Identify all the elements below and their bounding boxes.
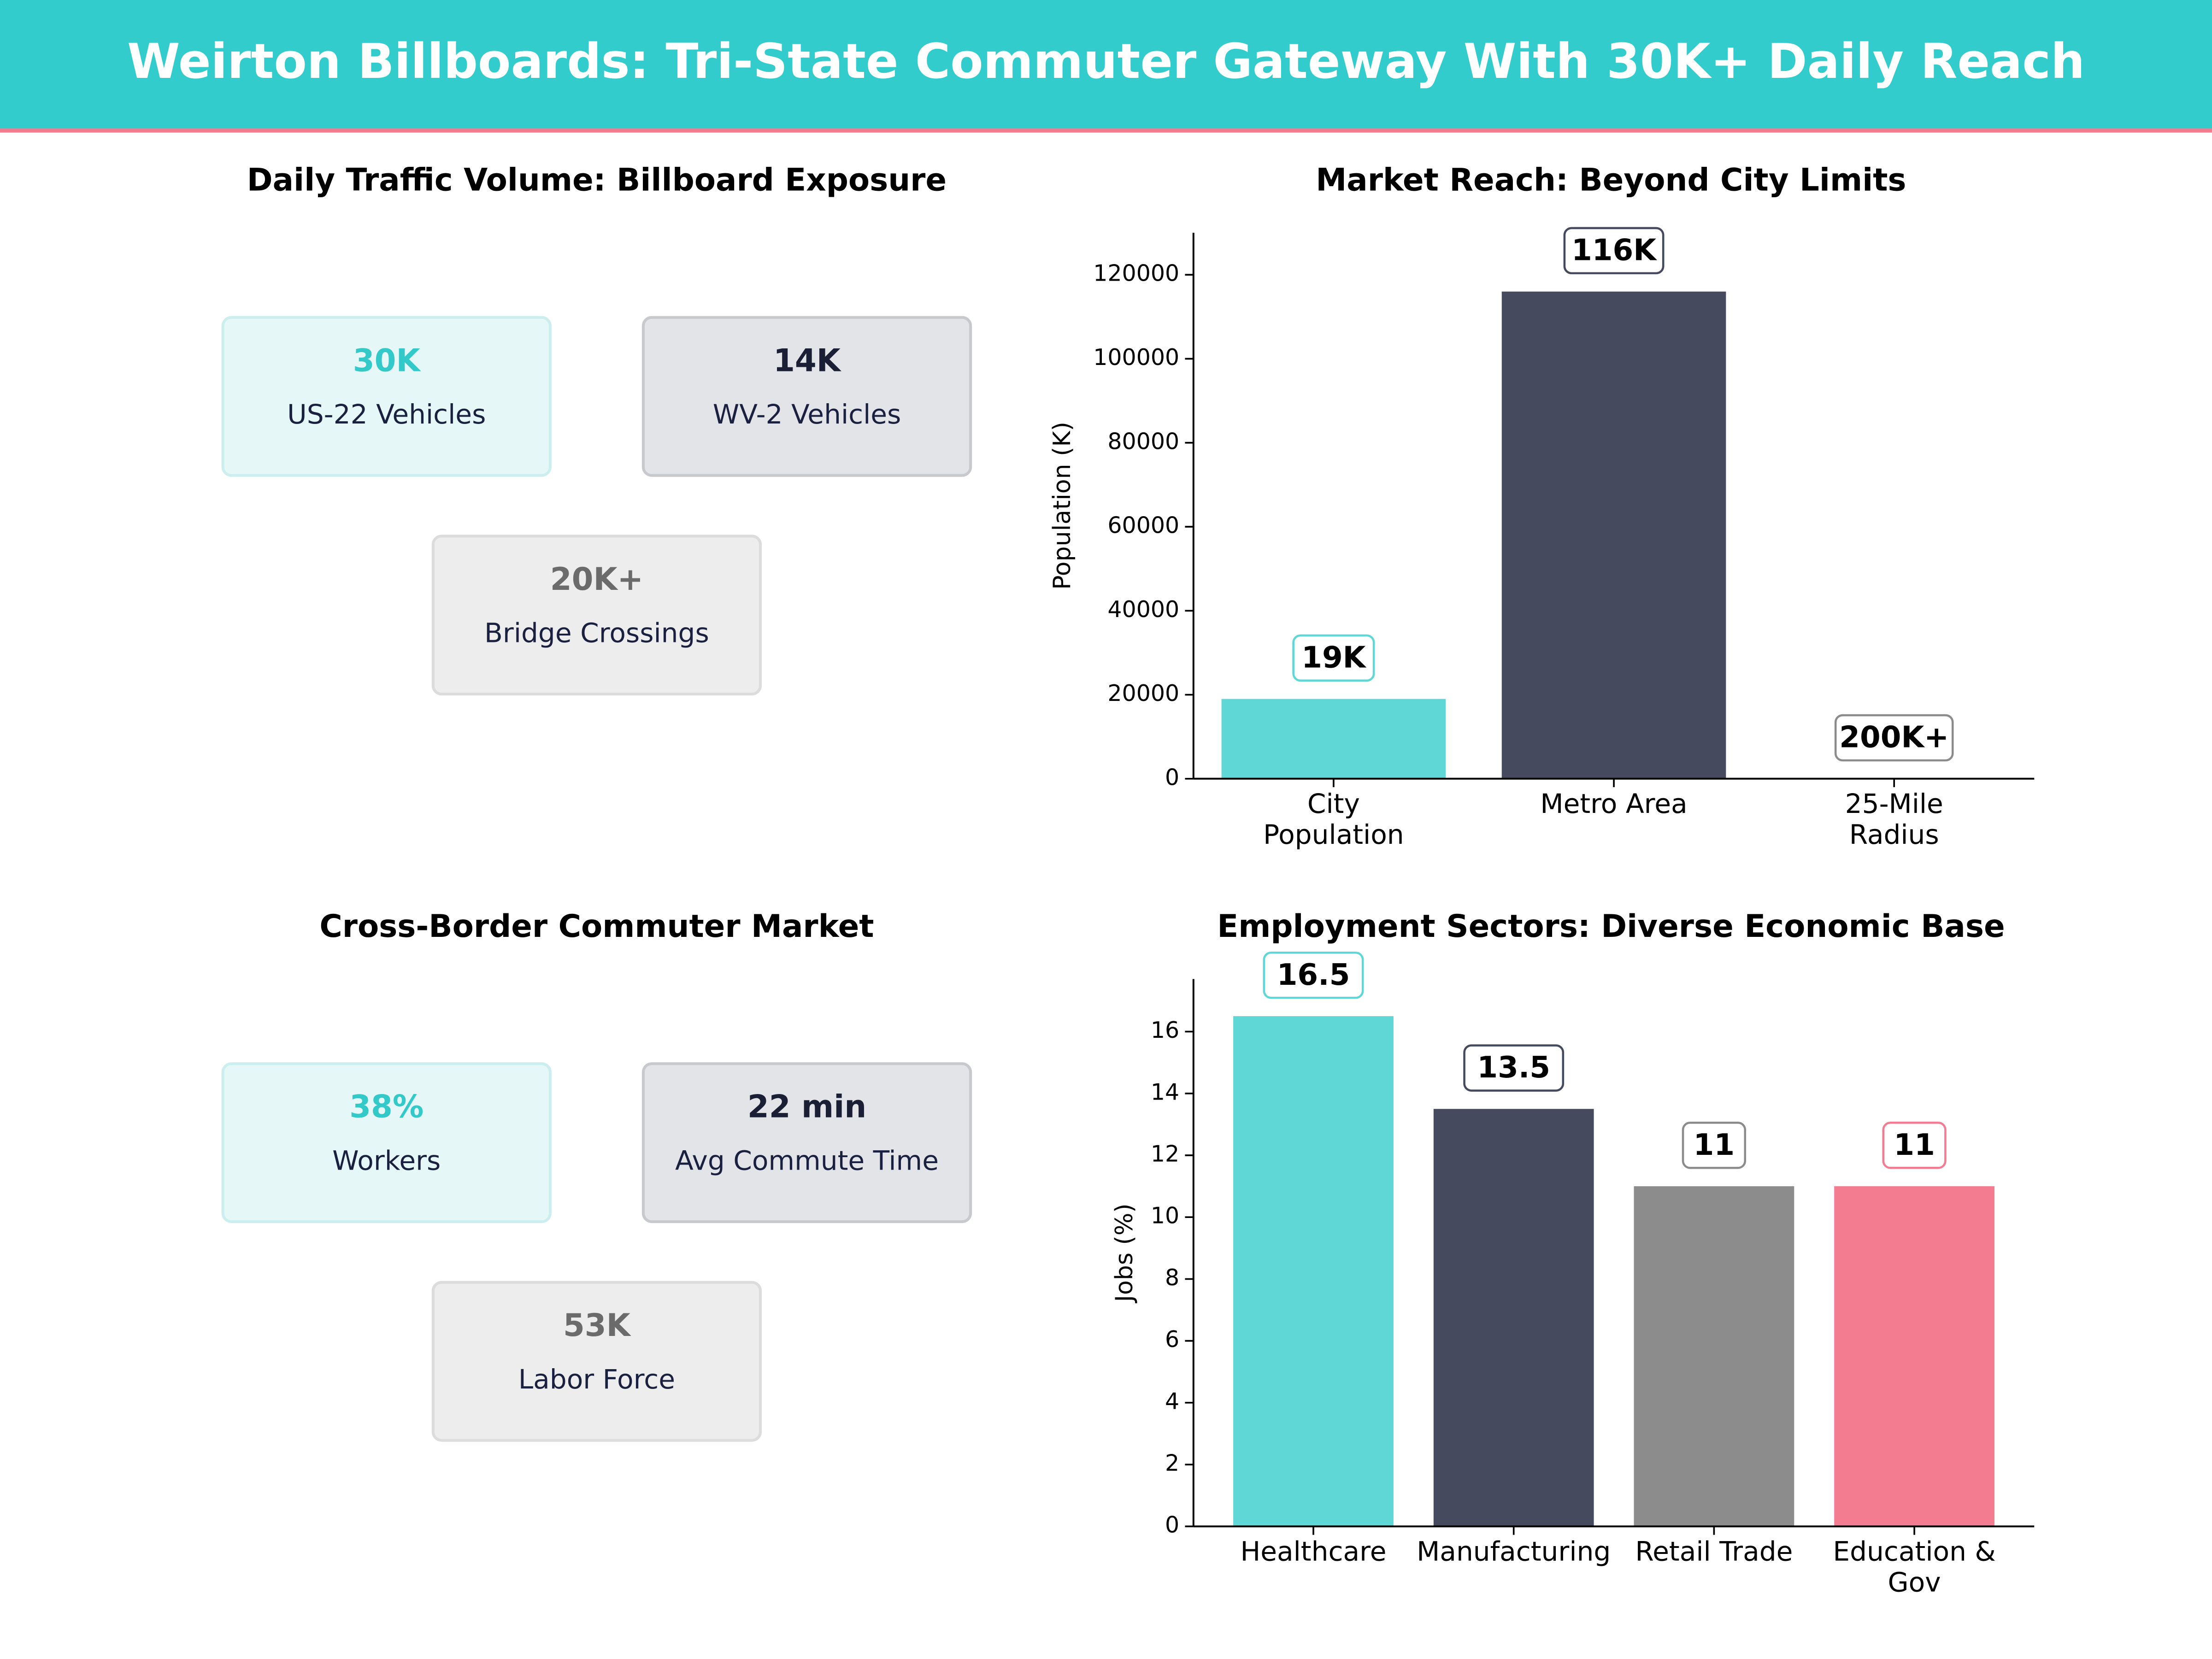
y-tick-label: 0 [1165,1512,1179,1538]
kpi-label: Labor Force [518,1364,675,1395]
value-label-box [1263,951,1364,999]
value-label-box [1834,714,1954,762]
value-label: 16.5 [1277,958,1350,992]
bar [1501,291,1726,779]
chart-title: Employment Sectors: Diverse Economic Bas… [1217,908,2005,944]
kpi-value: 38% [349,1088,424,1125]
value-label: 116K [1571,233,1657,268]
y-tick-label: 16 [1151,1017,1179,1043]
y-tick-label: 0 [1165,764,1179,790]
y-tick-label: 80000 [1107,428,1179,454]
header-rule [0,128,2212,133]
value-label: 11 [1894,1128,1935,1162]
x-tick-label: Healthcare [1241,1536,1387,1567]
x-tick-label: Manufacturing [1417,1536,1611,1567]
kpi-label: WV-2 Vehicles [713,399,901,430]
y-axis-label: Jobs (%) [1111,1203,1138,1303]
x-tick-label: Education & Gov [1833,1536,1995,1598]
y-axis-label: Population (K) [1048,422,1076,590]
kpi-card [641,316,972,477]
kpi-card [221,316,552,477]
value-label: 11 [1694,1128,1735,1162]
value-label-box [1682,1122,1747,1169]
kpi-value: 20K+ [550,561,643,597]
value-label: 13.5 [1477,1050,1550,1085]
kpi-label: Workers [332,1145,441,1177]
kpi-value: 22 min [747,1088,866,1125]
kpi-card [641,1062,972,1224]
y-tick-label: 6 [1165,1326,1179,1353]
y-tick-label: 100000 [1093,344,1179,371]
panel-title: Cross-Border Commuter Market [319,908,874,944]
kpi-value: 14K [773,342,842,378]
value-label-box [1882,1122,1947,1169]
kpi-card [431,535,762,696]
y-tick-label: 4 [1165,1388,1179,1414]
panel-title: Daily Traffic Volume: Billboard Exposure [247,161,947,198]
bar [1834,1186,1994,1527]
header-bar [0,0,2212,130]
x-tick-label: City Population [1263,788,1404,850]
kpi-value: 30K [353,342,422,378]
y-tick-label: 120000 [1093,260,1179,287]
kpi-card [431,1281,762,1442]
bar [1233,1016,1394,1527]
kpi-label: US-22 Vehicles [287,399,486,430]
y-tick-label: 14 [1151,1079,1179,1105]
kpi-card [221,1062,552,1224]
x-tick-label: 25-Mile Radius [1845,788,1943,850]
kpi-value: 53K [563,1307,632,1343]
bar [1634,1186,1794,1527]
value-label-box [1292,634,1375,682]
value-label: 19K [1301,640,1366,675]
bar [1433,1109,1594,1527]
header-title: Weirton Billboards: Tri-State Commuter G… [127,33,2085,89]
y-tick-label: 2 [1165,1450,1179,1477]
y-tick-label: 60000 [1107,512,1179,539]
bar [1221,699,1446,779]
x-tick-label: Retail Trade [1635,1536,1793,1567]
y-tick-label: 12 [1151,1141,1179,1167]
kpi-label: Avg Commute Time [675,1145,939,1177]
x-tick-label: Metro Area [1540,788,1687,819]
y-tick-label: 40000 [1107,596,1179,623]
y-tick-label: 20000 [1107,680,1179,706]
kpi-label: Bridge Crossings [484,618,709,649]
y-tick-label: 8 [1165,1265,1179,1291]
chart-title: Market Reach: Beyond City Limits [1316,161,1906,198]
value-label-box [1463,1044,1565,1092]
value-label-box [1563,227,1665,275]
y-tick-label: 10 [1151,1203,1179,1229]
value-label: 200K+ [1839,720,1949,755]
